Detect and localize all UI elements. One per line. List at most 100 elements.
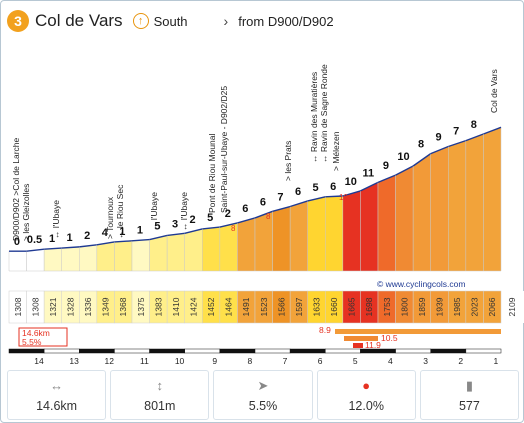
stat-tile: ↔ 14.6km	[7, 370, 107, 420]
segment-grade-label: 6	[260, 196, 266, 208]
profile-segment	[289, 200, 308, 272]
km-ruler-segment	[325, 348, 361, 354]
profile-line-segment	[237, 217, 256, 224]
average-grade-icon: ➤	[257, 377, 269, 393]
landmark-label: > Mélezen	[331, 131, 341, 171]
altitude-label: 1597	[294, 297, 304, 316]
altitude-label: 1753	[382, 297, 392, 316]
altitude-label: 1523	[259, 297, 269, 316]
difficulty-icon: ▮	[465, 377, 473, 393]
altitude-label: 1452	[206, 297, 216, 316]
profile-segment	[202, 226, 221, 272]
segment-grade-label: 2	[190, 214, 196, 226]
start-point-label[interactable]: from D900/D902	[238, 13, 334, 29]
watermark-text: © www.cyclingcols.com	[377, 279, 465, 289]
segment-grade-label: 1	[137, 225, 143, 237]
profile-segment	[166, 232, 185, 272]
km-ruler-segment	[395, 348, 431, 354]
km-ruler-segment	[184, 348, 221, 354]
profile-segment	[96, 241, 115, 272]
profile-line-segment	[289, 200, 308, 208]
profile-line-segment	[412, 153, 432, 167]
stat-value: 14.6km	[36, 398, 78, 413]
profile-line-segment	[377, 174, 396, 184]
profile-segment	[131, 239, 150, 272]
landmark-label: > Tournoux	[105, 196, 115, 239]
km-label: 8	[247, 356, 252, 366]
profile-header: 3 Col de Vars ↑ South › from D900/D902	[7, 7, 519, 35]
profile-segment	[149, 235, 168, 272]
altitude-label: 1859	[417, 297, 427, 316]
profile-line-segment	[202, 226, 220, 230]
climb-title[interactable]: Col de Vars	[35, 11, 123, 30]
km-label: 12	[105, 356, 115, 366]
profile-segment	[483, 126, 502, 272]
altitude-label: 1424	[189, 297, 199, 316]
segment-grade-label: 0.5	[27, 234, 42, 246]
steep-section-label: 11.9	[365, 340, 381, 350]
profile-segment	[79, 244, 98, 272]
landmark-label: Pont de Riou Mounal	[207, 134, 217, 213]
segment-grade-label: 8	[418, 139, 424, 151]
profile-line-segment	[465, 133, 484, 142]
profile-segment	[412, 153, 431, 272]
altitude-label: 1383	[153, 297, 163, 316]
profile-line-segment	[325, 195, 343, 198]
landmark-label: > les Gleizolles	[21, 184, 31, 241]
stat-value: 12.0%	[348, 398, 384, 413]
steep-section-bar	[353, 343, 363, 348]
profile-segment	[114, 240, 133, 272]
km-label: 7	[283, 356, 288, 366]
altitude-label: 1660	[329, 297, 339, 316]
stat-value: 5.5%	[248, 398, 278, 413]
segment-grade-label: 3	[172, 218, 178, 230]
km-ruler-segment	[219, 348, 256, 354]
altitude-label: 1939	[435, 297, 445, 316]
stat-tile: ↕ 801m	[110, 370, 210, 420]
profile-line-segment	[167, 232, 185, 237]
landmark-label: D900/D902 >Col de Larche	[11, 137, 21, 241]
altitude-label: 1336	[83, 297, 93, 316]
km-label: 3	[423, 356, 428, 366]
segment-grade-label: 5	[207, 212, 213, 224]
altitude-label: 1566	[276, 297, 286, 316]
landmark-label: ↔ Ravin des Muratières	[309, 72, 319, 163]
km-label: 13	[69, 356, 79, 366]
profile-line-segment	[360, 181, 379, 192]
gradient-callout: 10	[339, 193, 348, 202]
km-label: 9	[212, 356, 217, 366]
profile-line-segment	[219, 222, 238, 228]
segment-grade-label: 8	[471, 119, 477, 131]
altitude-label: 1800	[399, 297, 409, 316]
stat-tile: ● 12.0%	[316, 370, 416, 420]
km-ruler-segment	[289, 348, 326, 354]
km-ruler-segment	[8, 348, 45, 354]
segment-grade-label: 6	[295, 186, 301, 198]
stat-tile: ➤ 5.5%	[213, 370, 313, 420]
steep-section-bar	[335, 329, 501, 334]
profile-segment	[61, 246, 80, 272]
km-ruler-segment	[79, 348, 115, 354]
steep-section-label: 8.9	[319, 325, 331, 335]
altitude-label: 2066	[487, 297, 497, 316]
profile-segment	[43, 247, 62, 272]
profile-line-segment	[272, 205, 291, 212]
altitude-label: 1464	[224, 297, 234, 316]
profile-segment	[272, 206, 291, 272]
gradient-callout: 8	[266, 212, 271, 221]
segment-grade-label: 1	[119, 226, 125, 238]
profile-line-segment	[44, 247, 62, 250]
km-label: 10	[175, 356, 185, 366]
segment-grade-label: 7	[453, 126, 459, 138]
profile-line-segment	[184, 228, 203, 234]
km-ruler-segment	[430, 348, 467, 354]
landmark-label: ↔ l'Ubaye	[51, 200, 61, 239]
segment-grade-label: 0	[14, 236, 20, 248]
km-label: 14	[34, 356, 44, 366]
profile-line-segment	[79, 244, 97, 248]
segment-grade-label: 10	[397, 151, 409, 163]
profile-line-segment	[131, 238, 150, 242]
segment-grade-label: 6	[242, 203, 248, 215]
segment-grade-label: 1	[67, 232, 73, 244]
profile-segment	[307, 196, 326, 272]
